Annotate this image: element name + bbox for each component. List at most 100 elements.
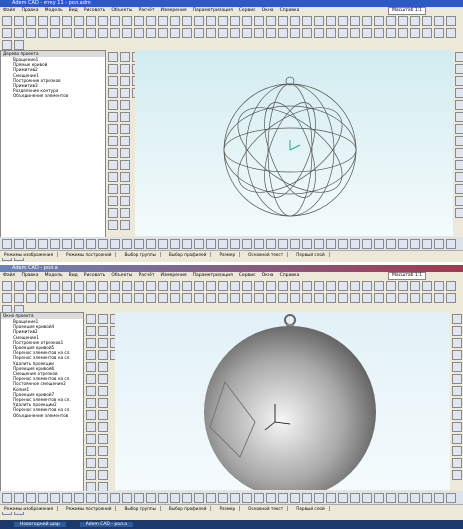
tool-button[interactable] — [158, 239, 168, 249]
tool-button[interactable] — [422, 16, 432, 26]
tool-button[interactable] — [452, 434, 462, 444]
tool-button[interactable] — [302, 493, 312, 503]
tool-button[interactable] — [290, 281, 300, 291]
tool-button[interactable] — [290, 28, 300, 38]
tool-button[interactable] — [314, 293, 324, 303]
tool-button[interactable] — [26, 293, 36, 303]
tool-button[interactable] — [86, 239, 96, 249]
tool-button[interactable] — [206, 239, 216, 249]
tool-button[interactable] — [206, 28, 216, 38]
tool-button[interactable] — [74, 28, 84, 38]
tool-button[interactable] — [206, 281, 216, 291]
tool-button[interactable] — [230, 28, 240, 38]
tool-button[interactable] — [350, 493, 360, 503]
menu-item[interactable]: Вид — [68, 273, 78, 278]
tool-button[interactable] — [398, 28, 408, 38]
menu-item[interactable]: Правка — [21, 8, 39, 13]
tool-button[interactable] — [158, 281, 168, 291]
tool-button[interactable] — [218, 281, 228, 291]
tool-button[interactable] — [374, 239, 384, 249]
tool-button[interactable] — [266, 239, 276, 249]
tool-button[interactable] — [108, 172, 118, 182]
tool-button[interactable] — [452, 326, 462, 336]
tree-item[interactable]: Удалить проекции2 — [13, 402, 57, 408]
tool-button[interactable] — [266, 493, 276, 503]
tool-button[interactable] — [398, 293, 408, 303]
tool-button[interactable] — [86, 386, 96, 396]
tool-button[interactable] — [182, 281, 192, 291]
tool-button[interactable] — [302, 16, 312, 26]
tool-button[interactable] — [120, 148, 130, 158]
tool-button[interactable] — [108, 88, 118, 98]
tree-item[interactable]: Постоянное смещение2 — [13, 381, 66, 387]
tool-button[interactable] — [452, 386, 462, 396]
tool-button[interactable] — [2, 281, 12, 291]
tool-button[interactable] — [86, 493, 96, 503]
tool-button[interactable] — [290, 239, 300, 249]
tool-button[interactable] — [74, 239, 84, 249]
tool-button[interactable] — [50, 293, 60, 303]
tool-button[interactable] — [290, 293, 300, 303]
tree-item[interactable]: Проекция кривой4 — [13, 324, 55, 330]
menu-item[interactable]: Сервис — [238, 273, 256, 278]
tool-button[interactable] — [158, 293, 168, 303]
tool-button[interactable] — [218, 239, 228, 249]
tool-button[interactable] — [206, 293, 216, 303]
tool-button[interactable] — [134, 281, 144, 291]
tool-button[interactable] — [338, 28, 348, 38]
tool-button[interactable] — [120, 76, 130, 86]
menu-item[interactable]: Измерения — [160, 8, 187, 13]
tool-button[interactable] — [194, 493, 204, 503]
tool-button[interactable] — [108, 76, 118, 86]
tool-button[interactable] — [278, 293, 288, 303]
tool-button[interactable] — [86, 470, 96, 480]
tool-button[interactable] — [386, 493, 396, 503]
tool-button[interactable] — [452, 338, 462, 348]
tool-button[interactable] — [194, 239, 204, 249]
tree-item[interactable]: Перенос элементов на сл. — [13, 397, 71, 403]
tool-button[interactable] — [452, 410, 462, 420]
tool-button[interactable] — [98, 281, 108, 291]
tool-button[interactable] — [386, 281, 396, 291]
tool-button[interactable] — [170, 293, 180, 303]
tool-button[interactable] — [134, 239, 144, 249]
tool-button[interactable] — [314, 493, 324, 503]
menu-item[interactable]: Измерения — [160, 273, 187, 278]
tool-button[interactable] — [62, 281, 72, 291]
tool-button[interactable] — [455, 196, 463, 206]
tool-button[interactable] — [50, 281, 60, 291]
tool-button[interactable] — [26, 16, 36, 26]
tool-button[interactable] — [254, 239, 264, 249]
tool-button[interactable] — [120, 64, 130, 74]
tool-button[interactable] — [194, 293, 204, 303]
tool-button[interactable] — [2, 40, 12, 50]
tool-button[interactable] — [108, 184, 118, 194]
tool-button[interactable] — [254, 28, 264, 38]
menu-item[interactable]: Объекты — [111, 8, 133, 13]
tool-button[interactable] — [134, 16, 144, 26]
tool-button[interactable] — [218, 293, 228, 303]
tree-item[interactable]: Объединение элементов — [13, 93, 69, 99]
tool-button[interactable] — [452, 446, 462, 456]
tool-button[interactable] — [108, 124, 118, 134]
tool-button[interactable] — [182, 293, 192, 303]
tool-button[interactable] — [326, 16, 336, 26]
tool-button[interactable] — [314, 281, 324, 291]
tool-button[interactable] — [455, 172, 463, 182]
tool-button[interactable] — [206, 493, 216, 503]
tool-button[interactable] — [410, 293, 420, 303]
tool-button[interactable] — [98, 16, 108, 26]
tool-button[interactable] — [146, 493, 156, 503]
tool-button[interactable] — [326, 28, 336, 38]
tool-button[interactable] — [218, 493, 228, 503]
tool-button[interactable] — [422, 28, 432, 38]
tool-button[interactable] — [14, 293, 24, 303]
tool-button[interactable] — [242, 493, 252, 503]
tool-button[interactable] — [38, 239, 48, 249]
tree-item[interactable]: Проекция кривой7 — [13, 391, 55, 397]
tool-button[interactable] — [374, 16, 384, 26]
tool-button[interactable] — [452, 422, 462, 432]
tool-button[interactable] — [86, 293, 96, 303]
menu-item[interactable]: Объекты — [111, 273, 133, 278]
menu-item[interactable]: Рисовать — [83, 8, 106, 13]
